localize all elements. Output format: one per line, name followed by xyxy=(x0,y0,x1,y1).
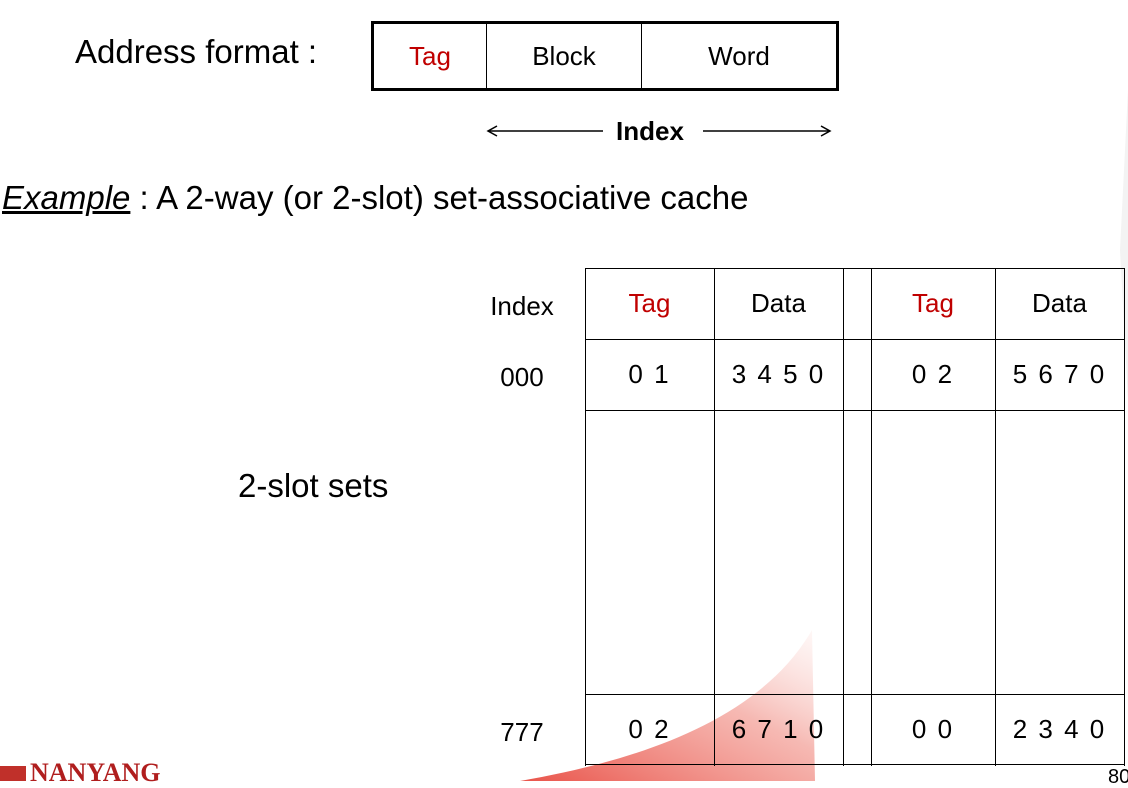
tag-field: Tag xyxy=(374,24,487,88)
example-line: Example : A 2-way (or 2-slot) set-associ… xyxy=(2,178,748,218)
header-data-slot2: Data xyxy=(1032,288,1087,318)
table-border-left xyxy=(585,268,586,766)
address-format-box: Tag Block Word xyxy=(371,21,839,91)
row-777-data-slot1: 6 7 1 0 xyxy=(731,713,826,744)
table-border-right xyxy=(1124,268,1125,766)
index-value-last: 777 xyxy=(500,717,544,747)
table-border-top xyxy=(585,268,1125,269)
row-777-data-slot2: 2 3 4 0 xyxy=(1012,713,1107,744)
table-divider xyxy=(585,694,1125,695)
table-divider xyxy=(843,268,844,766)
table-divider xyxy=(871,268,872,766)
row-777-tag-slot2: 0 0 xyxy=(911,713,955,744)
table-divider xyxy=(714,268,715,766)
header-data-slot1: Data xyxy=(751,288,806,318)
header-tag-slot1: Tag xyxy=(628,288,671,318)
index-span-arrow xyxy=(486,125,832,137)
row-000-data-slot2: 5 6 7 0 xyxy=(1012,359,1107,389)
index-value-first: 000 xyxy=(500,362,544,392)
table-divider xyxy=(585,339,1125,340)
university-logo-text: NANYANG xyxy=(30,758,161,787)
row-000-tag-slot1: 0 1 xyxy=(628,359,671,389)
university-emblem-icon xyxy=(0,766,26,781)
example-keyword: Example xyxy=(2,179,131,216)
row-000-tag-slot2: 0 2 xyxy=(911,359,955,389)
table-divider xyxy=(995,268,996,766)
index-span-label: Index xyxy=(616,116,684,146)
example-text: : A 2-way (or 2-slot) set-associative ca… xyxy=(130,179,749,216)
table-border-bottom xyxy=(585,764,1125,765)
page-number: 80 xyxy=(1108,766,1128,788)
address-format-label: Address format : xyxy=(75,33,318,70)
row-777-tag-slot1: 0 2 xyxy=(628,713,671,744)
table-divider xyxy=(585,410,1125,411)
row-000-data-slot1: 3 4 5 0 xyxy=(731,359,826,389)
index-column-header: Index xyxy=(490,291,554,321)
word-field: Word xyxy=(708,40,770,71)
block-field: Block xyxy=(487,24,642,88)
cache-table: Tag Data Tag Data 0 1 3 4 5 0 0 2 5 6 7 … xyxy=(585,268,1126,766)
two-slot-sets-label: 2-slot sets xyxy=(238,467,389,504)
header-tag-slot2: Tag xyxy=(912,288,954,318)
